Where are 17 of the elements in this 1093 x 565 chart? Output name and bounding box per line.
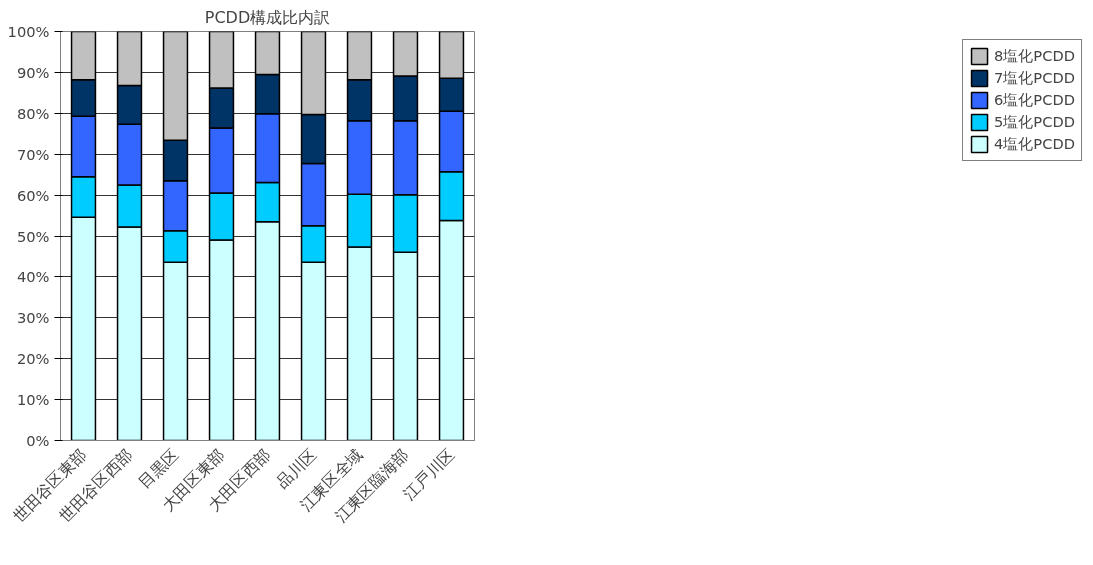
legend-label: 8塩化PCDD <box>994 46 1075 66</box>
y-tick-label: 10% <box>16 391 50 409</box>
y-tick-label: 50% <box>16 227 50 245</box>
legend-label: 7塩化PCDD <box>994 68 1075 88</box>
y-tick-label: 90% <box>16 63 50 81</box>
y-tick-label: 70% <box>16 145 50 163</box>
legend-label: 6塩化PCDD <box>994 90 1075 110</box>
y-tick-label: 0% <box>26 432 50 449</box>
chart-title: PCDD構成比内訳 <box>204 7 331 27</box>
legend-label: 4塩化PCDD <box>994 134 1075 154</box>
y-tick-label: 40% <box>16 268 50 286</box>
y-tick-label: 100% <box>7 23 50 40</box>
legend-label: 5塩化PCDD <box>994 112 1075 132</box>
y-tick-label: 80% <box>16 104 50 122</box>
y-tick-label: 30% <box>16 309 50 327</box>
y-tick-label: 60% <box>16 186 50 204</box>
y-tick-label: 20% <box>16 350 50 368</box>
